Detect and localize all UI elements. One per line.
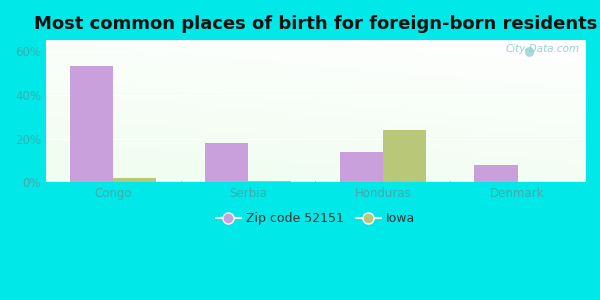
Title: Most common places of birth for foreign-born residents: Most common places of birth for foreign-… bbox=[34, 15, 597, 33]
Text: City-Data.com: City-Data.com bbox=[505, 44, 580, 54]
Bar bbox=[70, 66, 113, 182]
Legend: Zip code 52151, Iowa: Zip code 52151, Iowa bbox=[211, 207, 420, 230]
Bar bbox=[383, 130, 426, 182]
Bar bbox=[113, 178, 157, 182]
Bar bbox=[340, 152, 383, 182]
Text: ●: ● bbox=[523, 44, 534, 57]
Bar bbox=[475, 165, 518, 182]
Bar bbox=[205, 143, 248, 182]
